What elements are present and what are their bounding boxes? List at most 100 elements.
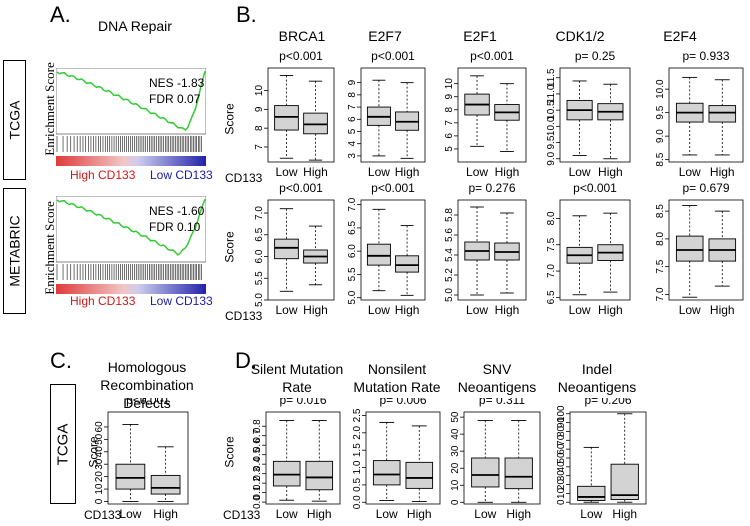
y-tick-label: 5.5 <box>254 271 265 285</box>
y-tick-label: 60 <box>94 421 105 433</box>
gsea-rank-bar <box>56 284 206 294</box>
y-tick-label: 5 <box>347 128 358 134</box>
y-tick-label: 20 <box>556 479 567 491</box>
x-tick-label: High <box>153 507 178 521</box>
x-tick-label: High <box>495 303 520 317</box>
y-tick-label: 0.3 <box>252 466 263 480</box>
box-low <box>675 235 704 262</box>
y-tick-label: 7.0 <box>546 264 557 278</box>
y-tick-label: 0.7 <box>252 428 263 442</box>
plot-frame <box>267 199 335 301</box>
cohort-box-tcga-c: TCGA <box>50 384 76 504</box>
p-value-label: p= 0.25 <box>575 49 616 63</box>
cd133-label-row2: CD133 <box>225 309 263 323</box>
y-tick-label: 0 <box>556 499 567 505</box>
p-value-label: p<0.001 <box>279 182 323 195</box>
p-value-label: p<0.001 <box>470 49 514 63</box>
y-tick-label: 6.0 <box>347 244 358 258</box>
box-high <box>150 474 181 495</box>
x-tick-label: Low <box>569 303 591 317</box>
plot-frame <box>463 411 541 505</box>
box-low <box>274 105 299 131</box>
y-tick-label: 60 <box>556 443 567 455</box>
y-tick-label: 0.4 <box>252 457 263 471</box>
chart-title-e2f4: E2F4 <box>663 28 697 44</box>
y-tick-label: 0 <box>94 498 105 504</box>
boxplot-silent-tcga: p= 0.016 0.00.10.20.30.40.50.60.70.8 Low Hi… <box>252 398 341 521</box>
chart-title-brca1: BRCA1 <box>278 28 326 44</box>
box-low <box>274 238 299 260</box>
gsea-curve <box>56 198 206 256</box>
nes-metabric: NES -1.60 <box>149 204 205 218</box>
panel-label-a: A. <box>50 2 71 27</box>
y-tick-label: 0.8 <box>252 419 263 433</box>
box-high <box>504 457 533 490</box>
score-label-d: Score <box>222 436 237 468</box>
p-value-label: p<0.001 <box>573 182 617 195</box>
x-tick-label: Low <box>569 165 591 179</box>
x-tick-label: Low <box>474 507 496 521</box>
y-tick-label: 7 <box>347 104 358 110</box>
y-tick-label: 9 <box>254 106 265 112</box>
plot-frame <box>265 411 341 505</box>
y-tick-label: 6.0 <box>254 249 265 263</box>
x-tick-label: High <box>307 507 332 521</box>
y-tick-label: 7 <box>444 120 455 126</box>
y-tick-label: 0.0 <box>252 495 263 509</box>
panel-label-d: D. <box>235 348 257 373</box>
plot-frame <box>668 67 744 163</box>
y-tick-label: 5.0 <box>444 288 455 302</box>
y-tick-label: 10 <box>556 487 567 499</box>
y-tick-label: 6.5 <box>254 227 265 241</box>
y-tick-label: 5.6 <box>444 228 455 242</box>
y-tick-label: 9 <box>444 94 455 100</box>
y-tick-label: 9.0 <box>655 129 666 143</box>
x-tick-label: High <box>506 507 531 521</box>
y-tick-label: 7.5 <box>655 259 666 273</box>
cohort-label-metabric: METABRIC <box>6 215 23 287</box>
y-tick-label: 8.0 <box>546 211 557 225</box>
y-tick-label: 5.8 <box>444 208 455 222</box>
y-tick-label: 10 <box>450 479 461 491</box>
x-tick-label: High <box>612 507 637 521</box>
chart-title-e2f7: E2F7 <box>368 28 402 44</box>
y-tick-label: 30 <box>94 458 105 470</box>
gsea-plot-metabric <box>56 196 206 294</box>
low-label-metabric: Low CD133 <box>150 294 213 308</box>
y-tick-label: 9.0 <box>546 151 557 165</box>
chart-title-snv: SNV Neoantigens <box>457 361 537 395</box>
x-tick-label: Low <box>679 303 701 317</box>
fdr-tcga: FDR 0.07 <box>149 92 201 106</box>
x-tick-label: Low <box>368 303 390 317</box>
x-tick-label: High <box>598 165 623 179</box>
boxplot-snv-tcga: p= 0.311 0 10 20 30 40 50 Low High <box>450 398 541 521</box>
chart-title-nonsilent: Nonsilent Mutation Rate <box>353 361 441 395</box>
y-tick-label: 70 <box>556 434 567 446</box>
boxplot-e2f4-tcga: p= 0.933 8.5 9.0 9.5 10.0 Low High <box>655 49 744 179</box>
y-tick-label: 5.4 <box>444 248 455 262</box>
box-low <box>272 460 301 487</box>
y-tick-label: 2.5 <box>352 408 363 422</box>
y-tick-label: 8 <box>347 92 358 98</box>
x-tick-label: High <box>495 165 520 179</box>
boxplot-e2f1-tcga: p<0.001 5 6 7 8 9 10 Low High <box>444 49 527 179</box>
p-value-label: p<0.001 <box>279 49 323 63</box>
box-high <box>303 112 328 135</box>
cohort-box-metabric: METABRIC <box>3 188 26 314</box>
y-tick-label: 5 <box>444 146 455 152</box>
y-tick-label: 8.5 <box>655 152 666 166</box>
y-tick-label: 8 <box>254 125 265 131</box>
gsea-curve <box>56 71 206 132</box>
boxplot-e2f1-metabric: p= 0.276 5.0 5.2 5.4 5.6 5.8 Low High <box>444 182 527 317</box>
x-tick-label: Low <box>275 303 297 317</box>
y-tick-label: 0.6 <box>252 438 263 452</box>
boxplot-brca1-tcga: p<0.001 7 8 9 10 Low High <box>254 49 335 179</box>
p-value-label: p<0.001 <box>126 398 170 407</box>
y-tick-label: 10.5 <box>546 100 557 120</box>
plot-frame <box>360 199 426 301</box>
plot-frame <box>559 67 631 163</box>
gsea-hits <box>56 136 202 152</box>
y-tick-label: 10.0 <box>655 79 666 99</box>
panel-label-c: C. <box>50 348 72 373</box>
